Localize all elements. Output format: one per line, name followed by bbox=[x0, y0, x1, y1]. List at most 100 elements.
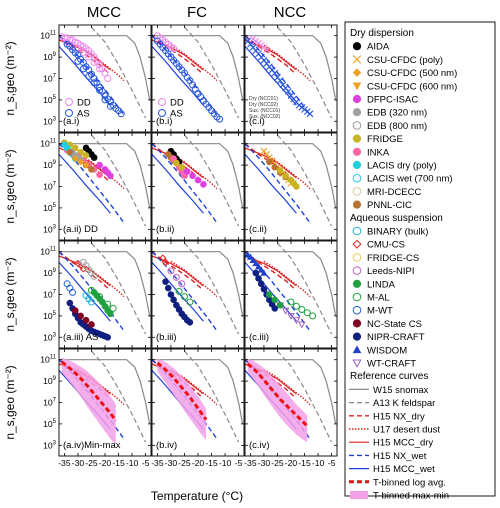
tick-exp: 7 bbox=[53, 182, 57, 188]
ref-curve-w15-snomax bbox=[152, 35, 244, 101]
ref-curve-a13-k-feldspar bbox=[277, 134, 333, 227]
ref-curve-h15-mcc-wet bbox=[59, 153, 111, 214]
series-as bbox=[153, 37, 224, 123]
legend-marker bbox=[352, 226, 362, 236]
series-leeds-nipi bbox=[167, 267, 186, 288]
ref-curve-w15-snomax bbox=[245, 251, 337, 317]
legend-marker bbox=[352, 42, 362, 51]
data-point bbox=[183, 168, 191, 175]
series-cmu-cs bbox=[159, 254, 170, 267]
series-m-wt bbox=[63, 280, 77, 296]
ref-curve-h15-mcc-dry bbox=[245, 255, 297, 287]
data-point bbox=[281, 307, 290, 315]
series-as bbox=[245, 37, 314, 118]
panel-label: (b.iv) bbox=[156, 440, 177, 451]
tick-base: 10 bbox=[40, 139, 50, 149]
legend-item: H15 MCC_dry bbox=[349, 438, 433, 449]
legend-label: NC-State CS bbox=[367, 319, 422, 330]
y-axis-label: n_s,geo (m⁻²) bbox=[3, 41, 17, 115]
legend-item: NC-State CS bbox=[352, 319, 422, 330]
data-point bbox=[306, 110, 314, 118]
x-tick-label: -20 bbox=[99, 458, 112, 468]
x-tick-label: -25 bbox=[271, 458, 284, 468]
legend-item: Leeds-NIPI bbox=[352, 266, 415, 277]
x-tick-label: -30 bbox=[72, 458, 85, 468]
x-tick-label: -15 bbox=[205, 458, 218, 468]
data-point bbox=[66, 148, 74, 156]
panel-plot-area bbox=[245, 26, 337, 119]
data-point bbox=[66, 299, 74, 307]
ref-curve-u17-desert-dust bbox=[77, 260, 125, 298]
tick-exp: 11 bbox=[50, 31, 57, 37]
inset-legend-c-label: Sus. (NCC02) bbox=[249, 114, 280, 120]
max-min-band bbox=[157, 358, 207, 440]
log-avg-line bbox=[60, 360, 118, 422]
data-point bbox=[107, 172, 114, 180]
panel-plot-area bbox=[152, 350, 244, 443]
legend-label: H15 MCC_dry bbox=[373, 438, 433, 449]
legend-label: M-WT bbox=[367, 306, 393, 317]
legend-label: T-binned log avg. bbox=[373, 477, 446, 488]
legend-item: H15 NX_wet bbox=[349, 451, 427, 462]
data-point bbox=[87, 298, 95, 306]
data-point bbox=[109, 304, 117, 312]
ref-curve-h15-nx-wet bbox=[245, 35, 311, 116]
data-point bbox=[90, 272, 98, 280]
ref-curve-u17-desert-dust bbox=[263, 44, 311, 82]
legend-marker bbox=[352, 173, 362, 183]
series-nipr-craft bbox=[252, 269, 279, 312]
data-point bbox=[309, 312, 317, 320]
data-point bbox=[292, 317, 301, 325]
legend-label: WT-CRAFT bbox=[367, 359, 416, 370]
legend-item: W15 snomax bbox=[349, 385, 429, 396]
legend-item: U17 desert dust bbox=[349, 425, 440, 436]
legend-marker bbox=[352, 345, 362, 354]
data-point bbox=[284, 87, 292, 95]
data-point bbox=[260, 269, 268, 276]
panel-plot-area bbox=[245, 242, 337, 335]
legend-item: BINARY (bulk) bbox=[352, 226, 428, 238]
panel-label: (a.iii) AS bbox=[63, 332, 98, 343]
ref-curve-w15-snomax bbox=[59, 143, 151, 209]
panel-c-iii: (c.iii) bbox=[244, 240, 338, 349]
x-tick-label: -30 bbox=[258, 458, 271, 468]
tick-base: 10 bbox=[40, 247, 50, 257]
x-tick-label: -15 bbox=[112, 458, 125, 468]
tick-base: 10 bbox=[43, 116, 53, 126]
legend-label: FRIDGE-CS bbox=[367, 253, 419, 264]
col-title-ncc: NCC bbox=[274, 4, 307, 21]
ref-curve-w15-snomax bbox=[152, 143, 244, 209]
legend-marker bbox=[352, 121, 362, 130]
y-tick-label: 107 bbox=[43, 74, 57, 84]
tick-base: 10 bbox=[43, 398, 53, 408]
ref-curve-u17-desert-dust bbox=[170, 368, 218, 406]
data-point bbox=[164, 284, 172, 292]
legend-item: LACIS dry (poly) bbox=[352, 161, 437, 172]
x-tick-label: -25 bbox=[85, 458, 98, 468]
panel-plot-area bbox=[245, 350, 337, 443]
data-point bbox=[252, 259, 260, 267]
data-point bbox=[82, 161, 90, 169]
data-point bbox=[101, 96, 109, 104]
legend-label: MRI-DCECC bbox=[367, 187, 421, 198]
panel-plot-area bbox=[59, 242, 151, 341]
y-tick-label: 109 bbox=[43, 376, 57, 386]
data-point bbox=[79, 265, 88, 273]
x-tick-label: -20 bbox=[192, 458, 205, 468]
ref-curve-a13-k-feldspar bbox=[277, 242, 333, 335]
data-point bbox=[82, 316, 90, 324]
series-edb-800-nm- bbox=[79, 258, 98, 280]
series-dd bbox=[249, 35, 271, 53]
y-tick-label: 1011 bbox=[40, 355, 56, 365]
x-axis-label: Temperature (°C) bbox=[151, 489, 243, 503]
inset-legend-label: AS bbox=[77, 109, 90, 120]
panel-plot-area bbox=[245, 134, 337, 227]
legend-item: FRIDGE-CS bbox=[352, 253, 419, 264]
x-tick-label: -5 bbox=[235, 458, 243, 468]
tick-base: 10 bbox=[43, 268, 53, 278]
legend-marker bbox=[352, 68, 362, 77]
legend-label: CSU-CFDC (600 nm) bbox=[367, 81, 457, 92]
panel-label: (b.iii) bbox=[156, 332, 177, 343]
col-title-mcc: MCC bbox=[87, 4, 121, 21]
